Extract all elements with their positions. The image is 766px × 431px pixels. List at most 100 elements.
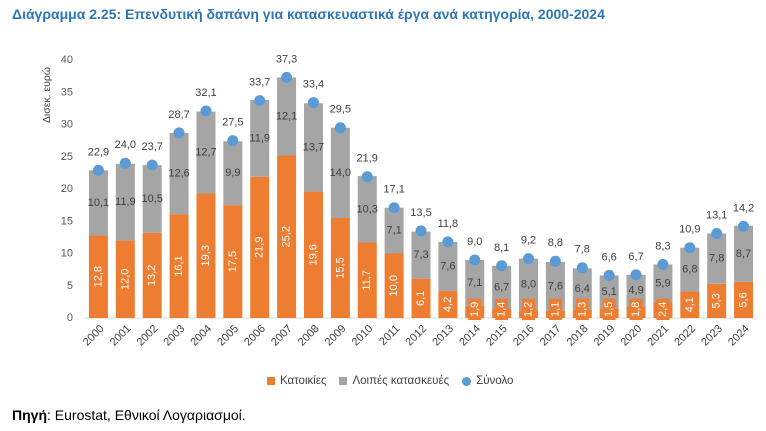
total-marker-2010 [361,171,373,183]
value-label-group-housing-2018: 1,3 [575,298,589,320]
total-marker-2005 [227,135,239,147]
value-label-box-housing-2024 [737,289,751,311]
value-label-group-housing-2002: 13,2 [145,261,159,290]
legend-swatch-other-construction [339,377,348,385]
x-tick-label-2000: 2000 [81,323,107,349]
value-label-housing-2003: 16,1 [173,255,185,276]
y-tick-label-0: 0 [67,312,73,324]
value-label-total-2006: 33,7 [249,77,270,89]
value-label-other-construction-2023: 7,8 [709,253,724,265]
x-tick-label-2024: 2024 [726,323,752,349]
legend-label-total: Σύνολο [476,375,514,387]
value-label-other-construction-2005: 9,9 [225,167,240,179]
value-label-total-2022: 10,9 [679,224,700,236]
source-note: Πηγή: Eurostat, Εθνικοί Λογαριασμοί. [12,407,246,423]
value-label-housing-2018: 1,3 [576,302,588,317]
value-label-total-2003: 28,7 [168,109,189,121]
value-label-housing-2005: 17,5 [227,251,239,272]
value-label-group-housing-2010: 11,7 [360,266,374,294]
bar-other-construction-2017 [545,261,565,311]
total-marker-2022 [684,242,696,254]
total-marker-2004 [200,105,212,117]
value-label-other-construction-2016: 8,0 [521,278,536,290]
value-label-housing-2021: 2,4 [657,302,669,317]
bar-other-construction-2013 [438,241,458,291]
value-label-housing-2015: 1,4 [496,302,508,317]
value-label-box-housing-2023 [710,290,724,312]
value-label-housing-2006: 21,9 [254,237,266,258]
bar-other-construction-2010 [357,176,377,243]
value-label-group-housing-2017: 1,1 [548,298,562,320]
value-label-housing-2022: 4,1 [684,297,696,312]
value-label-total-2014: 9,0 [467,236,482,248]
value-label-total-2019: 6,6 [602,251,617,263]
value-label-group-housing-2000: 12,8 [91,263,105,291]
value-label-box-housing-2004 [199,242,213,270]
value-label-other-construction-2001: 11,9 [115,196,136,208]
value-label-other-construction-2003: 12,6 [168,168,189,180]
value-label-other-construction-2010: 10,3 [357,203,378,215]
value-label-total-2013: 11,8 [438,218,459,230]
value-label-housing-2012: 6,1 [415,291,427,306]
value-label-box-housing-2018 [575,298,589,320]
value-label-box-housing-2012 [414,287,428,309]
x-tick-label-2011: 2011 [377,323,402,348]
value-label-group-housing-2012: 6,1 [414,287,428,309]
x-tick-label-2016: 2016 [511,323,537,349]
value-label-group-housing-2003: 16,1 [172,252,186,280]
value-label-total-2005: 27,5 [222,117,243,129]
bar-other-construction-2008 [303,103,323,192]
value-label-group-housing-2011: 10,0 [387,272,401,300]
value-label-group-housing-2016: 1,2 [522,298,536,320]
value-label-total-2000: 22,9 [88,146,109,158]
total-marker-2012 [415,225,427,237]
value-label-box-housing-2022 [683,294,697,316]
value-label-other-construction-2020: 4,9 [628,285,643,297]
value-label-group-housing-2014: 1,9 [468,298,482,320]
x-tick-label-2009: 2009 [323,323,349,349]
total-marker-2018 [576,262,588,274]
bar-other-construction-2001 [115,163,135,241]
total-marker-2020 [630,269,642,281]
value-label-other-construction-2015: 6,7 [494,281,509,293]
value-label-box-housing-2005 [226,247,240,276]
bar-other-construction-2004 [196,111,216,194]
value-label-box-housing-2017 [548,298,562,320]
value-label-group-housing-2021: 2,4 [656,298,670,320]
value-label-other-construction-2009: 14,0 [330,167,351,179]
value-label-group-housing-2005: 17,5 [226,247,240,276]
value-label-other-construction-2013: 7,6 [440,260,455,272]
value-label-housing-2000: 12,8 [92,266,104,287]
y-tick-label-25: 25 [61,151,73,163]
bar-other-construction-2000 [88,170,108,236]
value-label-box-housing-2002 [145,261,159,290]
value-label-box-housing-2001 [118,265,132,294]
x-tick-label-2019: 2019 [592,323,618,349]
value-label-box-housing-2021 [656,298,670,320]
value-label-total-2007: 37,3 [276,53,297,65]
total-markers [92,71,750,281]
y-tick-label-5: 5 [67,280,73,292]
legend-label-other-construction: Λοιπές κατασκευές [352,375,450,387]
value-label-total-2018: 7,8 [575,244,590,256]
bar-other-construction-2012 [411,231,431,279]
y-tick-label-10: 10 [61,248,73,260]
total-marker-2003 [173,127,185,139]
y-tick-label-15: 15 [61,215,73,227]
y-axis-label: Δισεκ. ευρώ [41,67,53,123]
value-label-total-2017: 8,8 [548,237,563,249]
value-label-group-housing-2023: 5,3 [710,290,724,312]
value-label-total-2016: 9,2 [521,235,536,247]
x-tick-label-2020: 2020 [618,323,644,349]
value-label-total-2012: 13,5 [410,207,431,219]
value-label-housing-2010: 11,7 [361,270,373,291]
value-label-housing-2014: 1,9 [469,302,481,317]
bar-other-construction-2009 [330,127,350,219]
value-label-box-housing-2006 [253,233,267,262]
value-label-other-construction-2008: 13,7 [303,141,324,153]
value-label-total-2023: 13,1 [706,210,727,222]
value-label-group-housing-2004: 19,3 [199,242,213,270]
value-label-total-2004: 32,1 [195,87,216,99]
value-label-group-housing-2001: 12,0 [118,265,132,294]
bar-other-construction-2011 [384,207,404,254]
